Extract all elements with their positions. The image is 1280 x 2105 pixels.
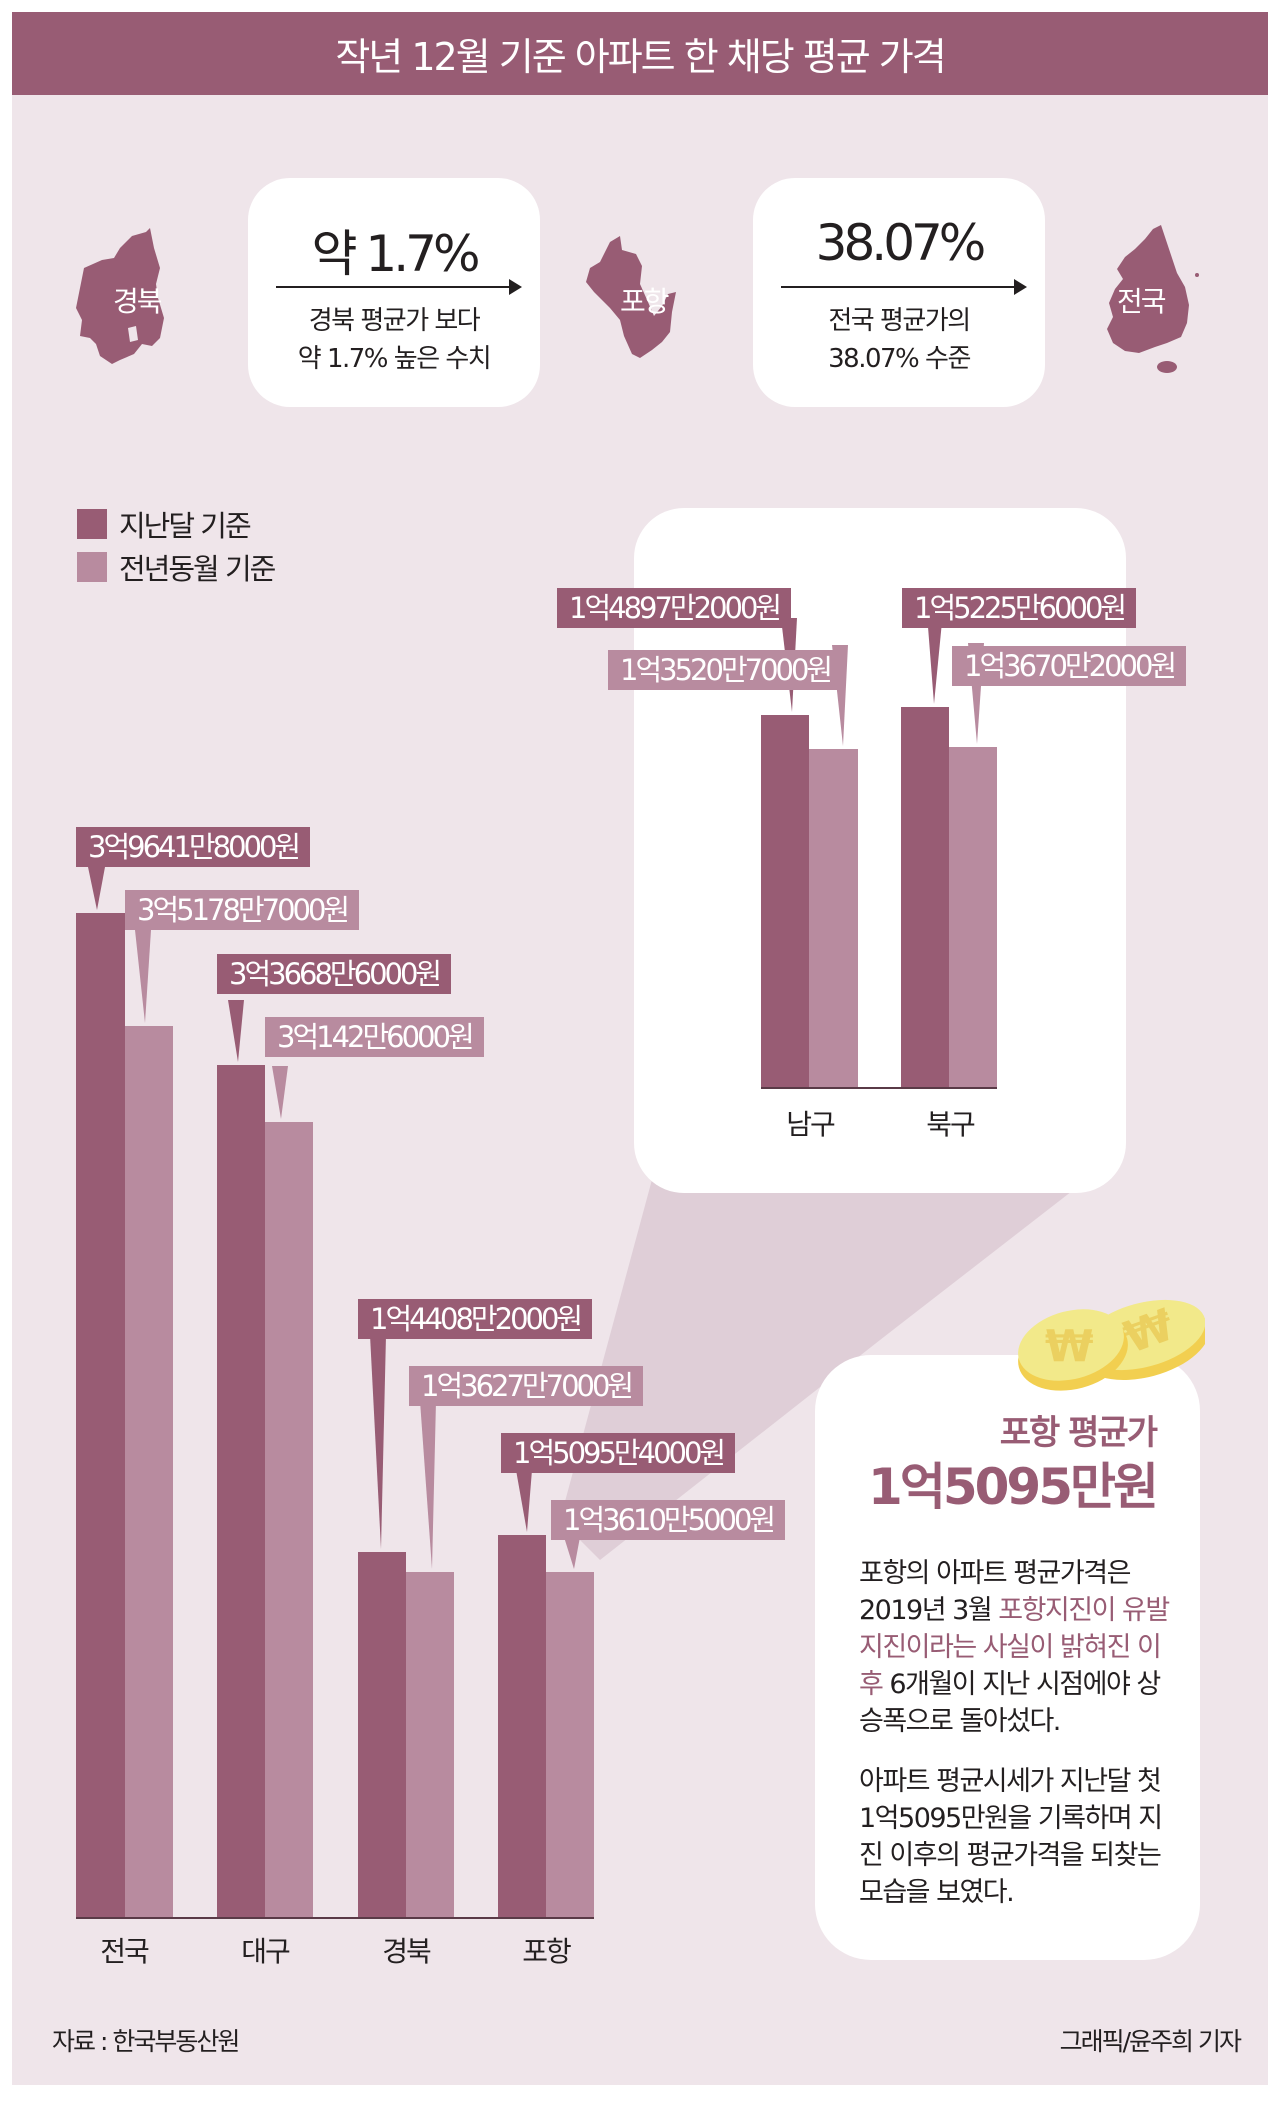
bar-gyeongbuk-last-year <box>406 1572 454 1917</box>
info-big-value: 1억5095만원 <box>868 1458 1159 1516</box>
bar-gyeongbuk-last-month <box>358 1552 406 1917</box>
value-label-bukgu-last-year: 1억3670만2000원 <box>952 646 1187 686</box>
pohang-info-box: 포항 평균가 1억5095만원 포항의 아파트 평균가격은 2019년 3월 포… <box>815 1355 1200 1960</box>
comparison-box-national: 38.07% 전국 평균가의 38.07% 수준 <box>753 178 1045 407</box>
svg-text:₩: ₩ <box>1045 1321 1094 1372</box>
legend-swatch-dark <box>77 509 107 539</box>
legend-label: 지난달 기준 <box>119 509 252 543</box>
korea-map-icon <box>1107 225 1199 373</box>
value-label-bukgu-last-month: 1억5225만6000원 <box>902 588 1137 628</box>
value-label-gyeongbuk-last-month: 1억4408만2000원 <box>358 1299 593 1339</box>
info-paragraph-1: 포항의 아파트 평균가격은 2019년 3월 포항지진이 유발지진이라는 사실이… <box>859 1555 1179 1740</box>
source-note: 자료 : 한국부동산원 <box>52 2027 240 2056</box>
x-label-bukgu: 북구 <box>926 1108 976 1141</box>
comparison-value: 38.07% <box>815 214 987 272</box>
pohang-map-icon <box>586 236 676 358</box>
bar-national-last-year <box>125 1026 173 1917</box>
value-label-national-last-year: 3억5178만7000원 <box>125 890 360 930</box>
bar-namgu-last-year <box>809 749 858 1087</box>
bar-daegu-last-month <box>217 1065 265 1917</box>
map-label-korea: 전국 <box>1117 285 1167 318</box>
x-label-gyeongbuk: 경북 <box>382 1935 432 1968</box>
value-label-gyeongbuk-last-year: 1억3627만7000원 <box>409 1366 644 1406</box>
bar-bukgu-last-year <box>949 747 997 1087</box>
x-label-namgu: 남구 <box>786 1108 836 1141</box>
info-text: 포항의 아파트 평균가격은 2019년 3월 <box>859 1558 1131 1626</box>
info-heading: 포항 평균가 <box>999 1413 1158 1453</box>
bar-pohang-last-year <box>546 1572 594 1917</box>
comparison-line-2: 38.07% 수준 <box>828 344 971 374</box>
map-label-gyeongbuk: 경북 <box>113 285 163 318</box>
x-label-national: 전국 <box>100 1935 150 1968</box>
value-label-pohang-last-year: 1억3610만5000원 <box>551 1500 786 1540</box>
legend-label: 전년동월 기준 <box>119 552 276 586</box>
bar-national-last-month <box>76 913 125 1917</box>
comparison-line-1: 경북 평균가 보다 <box>308 306 481 336</box>
inset-baseline <box>761 1087 997 1089</box>
value-label-daegu-last-year: 3억142만6000원 <box>265 1017 484 1057</box>
value-label-namgu-last-month: 1억4897만2000원 <box>557 588 792 628</box>
won-coins-icon: ₩ ₩ <box>1018 1299 1205 1391</box>
chart-baseline <box>76 1917 594 1919</box>
map-label-pohang: 포항 <box>620 285 670 318</box>
comparison-box-gyeongbuk: 약 1.7% 경북 평균가 보다 약 1.7% 높은 수치 <box>248 178 540 407</box>
credit-note: 그래픽/윤주희 기자 <box>1059 2027 1242 2056</box>
info-text: 6개월이 지난 시점에야 상승폭으로 돌아섰다. <box>859 1669 1161 1737</box>
value-label-national-last-month: 3억9641만8000원 <box>76 827 311 867</box>
page-title: 작년 12월 기준 아파트 한 채당 평균 가격 <box>335 35 946 79</box>
comparison-line-1: 전국 평균가의 <box>828 306 971 336</box>
comparison-description: 전국 평균가의 38.07% 수준 <box>753 302 1045 378</box>
bar-bukgu-last-month <box>901 707 949 1087</box>
legend-item-last-year: 전년동월 기준 <box>77 546 276 588</box>
bar-pohang-last-month <box>498 1535 546 1917</box>
arrow-right-icon <box>781 279 1027 295</box>
value-label-namgu-last-year: 1억3520만7000원 <box>608 650 843 690</box>
comparison-line-2: 약 1.7% 높은 수치 <box>297 344 492 374</box>
arrow-right-icon <box>276 279 522 295</box>
legend-item-last-month: 지난달 기준 <box>77 503 252 545</box>
value-label-daegu-last-month: 3억3668만6000원 <box>217 954 452 994</box>
x-label-daegu: 대구 <box>241 1935 291 1968</box>
x-label-pohang: 포항 <box>522 1935 572 1968</box>
gyeongbuk-map-icon <box>76 228 164 364</box>
legend-swatch-light <box>77 552 107 582</box>
bar-namgu-last-month <box>761 715 809 1087</box>
comparison-value: 약 1.7% <box>311 225 481 283</box>
header-band: 작년 12월 기준 아파트 한 채당 평균 가격 <box>12 12 1268 95</box>
info-paragraph-2: 아파트 평균시세가 지난달 첫 1억5095만원을 기록하며 지진 이후의 평균… <box>859 1766 1163 1908</box>
info-highlight: 포항지진이 유발지진이라는 사실이 밝혀진 이후 <box>859 1595 1170 1700</box>
comparison-description: 경북 평균가 보다 약 1.7% 높은 수치 <box>248 302 540 378</box>
bar-daegu-last-year <box>265 1122 313 1917</box>
value-label-pohang-last-month: 1억5095만4000원 <box>501 1433 736 1473</box>
